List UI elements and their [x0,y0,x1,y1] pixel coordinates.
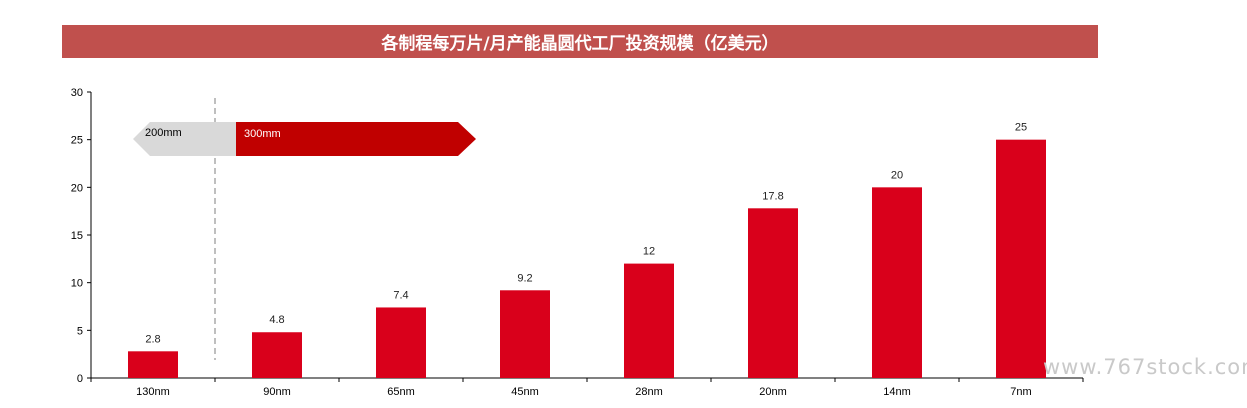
arrow-200mm-label: 200mm [145,127,182,139]
y-tick-label: 25 [71,135,83,147]
arrow-300mm-label: 300mm [244,128,281,140]
bar [376,307,426,378]
bar [128,351,178,378]
y-tick-label: 20 [71,182,83,194]
arrow-300mm [236,122,476,156]
x-tick-label: 65nm [387,386,415,398]
data-label: 12 [643,246,655,258]
data-label: 9.2 [517,272,532,284]
bar [252,332,302,378]
y-tick-label: 10 [71,278,83,290]
bar [996,139,1046,378]
x-tick-label: 28nm [635,386,663,398]
x-tick-label: 14nm [883,386,911,398]
x-tick-label: 45nm [511,386,539,398]
y-tick-label: 5 [77,325,83,337]
x-tick-label: 130nm [136,386,170,398]
data-label: 17.8 [762,190,783,202]
watermark: www.767stock.com [1043,355,1247,379]
data-label: 25 [1015,122,1027,134]
data-label: 20 [891,169,903,181]
y-tick-label: 30 [71,87,83,99]
bar [748,208,798,378]
x-tick-label: 90nm [263,386,291,398]
bar [624,263,674,378]
chart-title-bar: 各制程每万片/月产能晶圆代工厂投资规模（亿美元） [62,25,1098,58]
y-tick-label: 15 [71,230,83,242]
x-tick-label: 20nm [759,386,787,398]
y-tick-label: 0 [77,373,83,385]
bar [872,187,922,378]
data-label: 4.8 [269,314,284,326]
x-tick-label: 7nm [1010,386,1031,398]
arrow-200mm [133,122,236,156]
chart-title: 各制程每万片/月产能晶圆代工厂投资规模（亿美元） [381,34,779,54]
data-label: 2.8 [145,333,160,345]
data-label: 7.4 [393,289,408,301]
bar [500,290,550,378]
